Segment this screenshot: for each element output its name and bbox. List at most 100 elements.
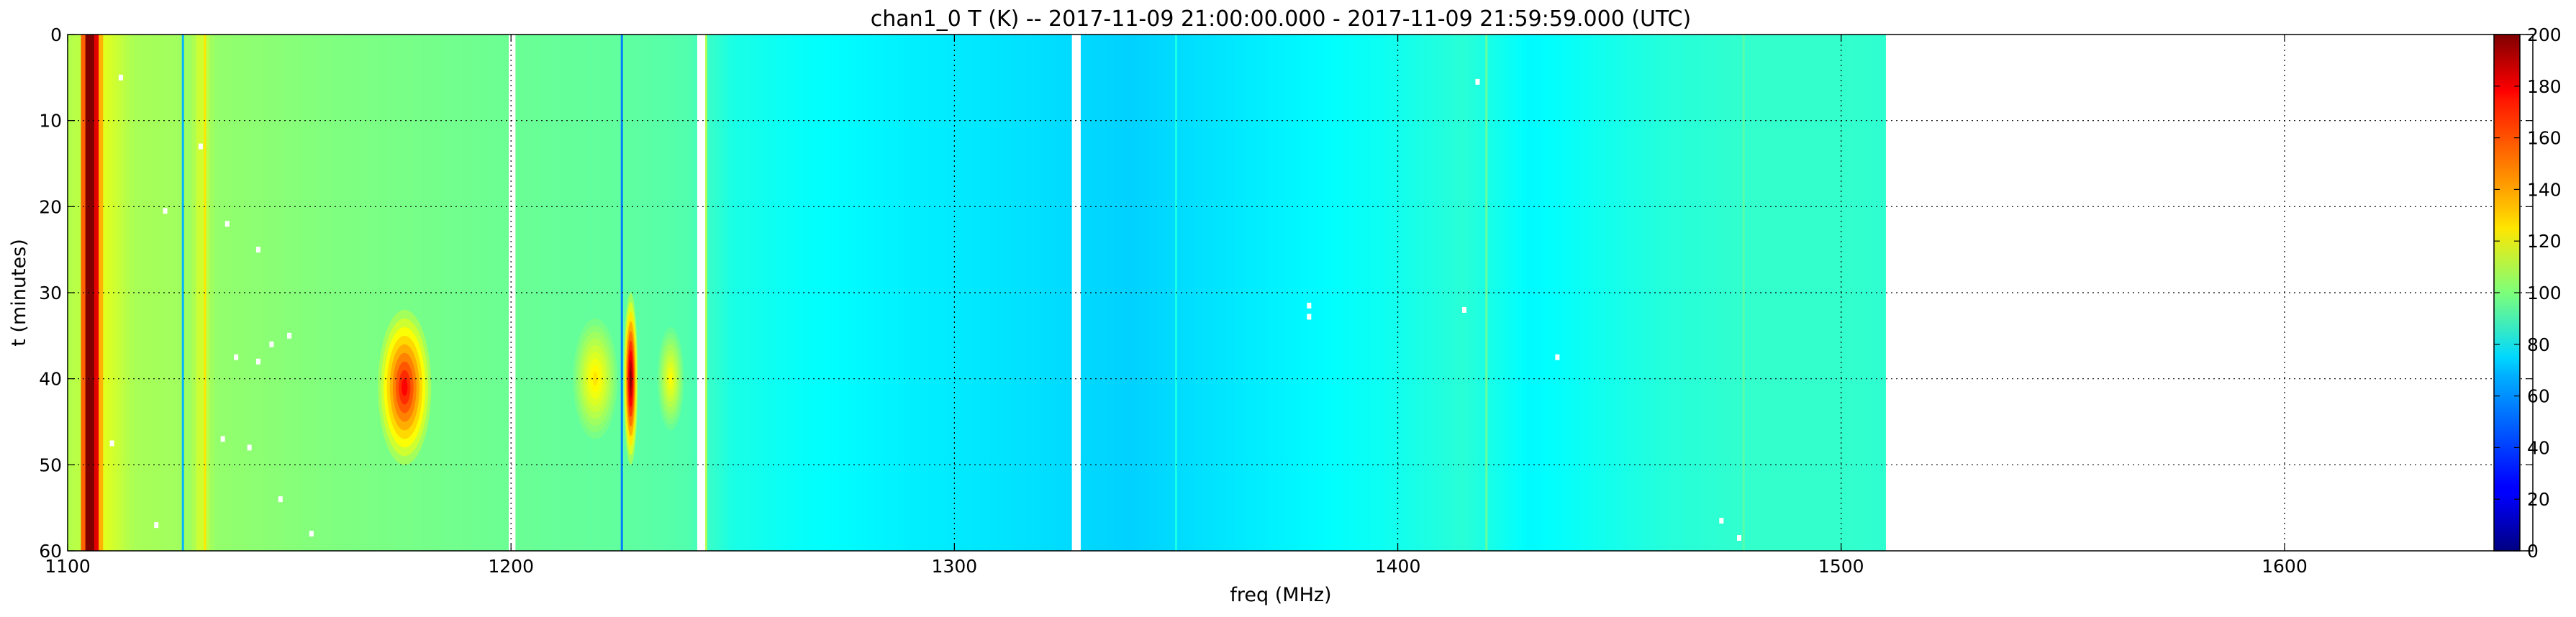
event-contour bbox=[592, 372, 598, 385]
heatmap-column bbox=[794, 35, 800, 551]
heatmap-column bbox=[1198, 35, 1204, 551]
colorbar-tick-label: 100 bbox=[2527, 283, 2562, 303]
heatmap-column bbox=[1628, 35, 1633, 551]
heatmap-column bbox=[1092, 35, 1097, 551]
missing-sample bbox=[109, 440, 114, 447]
heatmap-column bbox=[1513, 35, 1518, 551]
heatmap-column bbox=[1592, 35, 1598, 551]
heatmap-column bbox=[1539, 35, 1545, 551]
missing-sample bbox=[154, 522, 159, 529]
event-contour bbox=[402, 378, 408, 396]
heatmap-column bbox=[1110, 35, 1115, 551]
heatmap-column bbox=[347, 35, 352, 551]
heatmap-column bbox=[178, 35, 183, 551]
heatmap-column bbox=[1504, 35, 1510, 551]
heatmap-column bbox=[1575, 35, 1580, 551]
heatmap-column bbox=[1322, 35, 1328, 551]
heatmap-column bbox=[617, 35, 622, 551]
missing-sample bbox=[1737, 535, 1742, 541]
heatmap-column bbox=[1699, 35, 1705, 551]
heatmap-column bbox=[1176, 35, 1182, 551]
heatmap-column bbox=[1739, 35, 1744, 551]
heatmap-column bbox=[431, 35, 437, 551]
heatmap-column bbox=[1584, 35, 1589, 551]
heatmap-column bbox=[1841, 35, 1846, 551]
heatmap-column bbox=[1495, 35, 1500, 551]
heatmap-column bbox=[577, 35, 583, 551]
heatmap-column bbox=[125, 35, 130, 551]
colorbar: 0 20 40 60 80 100 120 140 160 180 200 bbox=[2493, 24, 2562, 562]
heatmap-column bbox=[945, 35, 951, 551]
heatmap-column bbox=[1358, 35, 1363, 551]
heatmap-column bbox=[360, 35, 366, 551]
heatmap-column bbox=[1442, 35, 1447, 551]
heatmap-column bbox=[954, 35, 960, 551]
heatmap-column bbox=[1681, 35, 1687, 551]
heatmap-column bbox=[1313, 35, 1319, 551]
rfi-line bbox=[204, 35, 207, 551]
heatmap-column bbox=[1123, 35, 1128, 551]
heatmap-column bbox=[1810, 35, 1815, 551]
rfi-line bbox=[1742, 35, 1745, 551]
heatmap-column bbox=[1389, 35, 1394, 551]
heatmap-column bbox=[1348, 35, 1354, 551]
heatmap-column bbox=[550, 35, 556, 551]
heatmap-column bbox=[1459, 35, 1465, 551]
heatmap-column bbox=[768, 35, 774, 551]
missing-sample bbox=[1307, 314, 1312, 320]
x-tick-label: 1200 bbox=[488, 556, 534, 577]
colorbar-tick-label: 120 bbox=[2527, 231, 2562, 252]
heatmap-column bbox=[103, 35, 109, 551]
heatmap-column bbox=[1096, 35, 1102, 551]
missing-sample bbox=[255, 358, 260, 365]
heatmap-column bbox=[533, 35, 538, 551]
heatmap-column bbox=[1517, 35, 1523, 551]
heatmap-column bbox=[839, 35, 844, 551]
heatmap-column bbox=[989, 35, 995, 551]
heatmap-column bbox=[914, 35, 920, 551]
transient-event bbox=[657, 326, 684, 431]
heatmap-column bbox=[542, 35, 548, 551]
heatmap-column bbox=[240, 35, 246, 551]
heatmap-column bbox=[329, 35, 335, 551]
heatmap-column bbox=[1619, 35, 1625, 551]
heatmap-column bbox=[612, 35, 618, 551]
heatmap-column bbox=[1131, 35, 1137, 551]
heatmap-column bbox=[604, 35, 609, 551]
heatmap-column bbox=[369, 35, 374, 551]
heatmap-column bbox=[271, 35, 277, 551]
event-contour bbox=[630, 369, 632, 388]
heatmap-column bbox=[1282, 35, 1288, 551]
heatmap-column bbox=[458, 35, 463, 551]
plot-area: 1100 1200 1300 1400 1500 1600 0 10 20 30 40 50 60 bbox=[39, 24, 2534, 577]
heatmap-column bbox=[1863, 35, 1869, 551]
heatmap-column bbox=[998, 35, 1004, 551]
heatmap-column bbox=[1318, 35, 1323, 551]
heatmap-column bbox=[404, 35, 410, 551]
heatmap-column bbox=[1136, 35, 1141, 551]
heatmap-column bbox=[1805, 35, 1811, 551]
heatmap-column bbox=[480, 35, 485, 551]
heatmap-column bbox=[1393, 35, 1399, 551]
rfi-line bbox=[1485, 35, 1488, 551]
heatmap-column bbox=[1167, 35, 1172, 551]
heatmap-column bbox=[790, 35, 796, 551]
heatmap-column bbox=[976, 35, 981, 551]
heatmap-column bbox=[653, 35, 658, 551]
x-axis-ticks: 1100 1200 1300 1400 1500 1600 bbox=[45, 35, 2308, 577]
heatmap-column bbox=[1588, 35, 1594, 551]
y-tick-label: 10 bbox=[39, 111, 62, 132]
heatmap-column bbox=[289, 35, 294, 551]
heatmap-column bbox=[333, 35, 339, 551]
heatmap-column bbox=[1287, 35, 1292, 551]
heatmap-column bbox=[555, 35, 561, 551]
heatmap-column bbox=[1774, 35, 1780, 551]
missing-sample bbox=[287, 332, 292, 339]
heatmap-column bbox=[280, 35, 286, 551]
heatmap-column bbox=[138, 35, 144, 551]
heatmap-column bbox=[497, 35, 503, 551]
heatmap-column bbox=[1065, 35, 1071, 551]
heatmap-column bbox=[400, 35, 405, 551]
missing-sample bbox=[309, 531, 314, 537]
heatmap-column bbox=[1384, 35, 1389, 551]
